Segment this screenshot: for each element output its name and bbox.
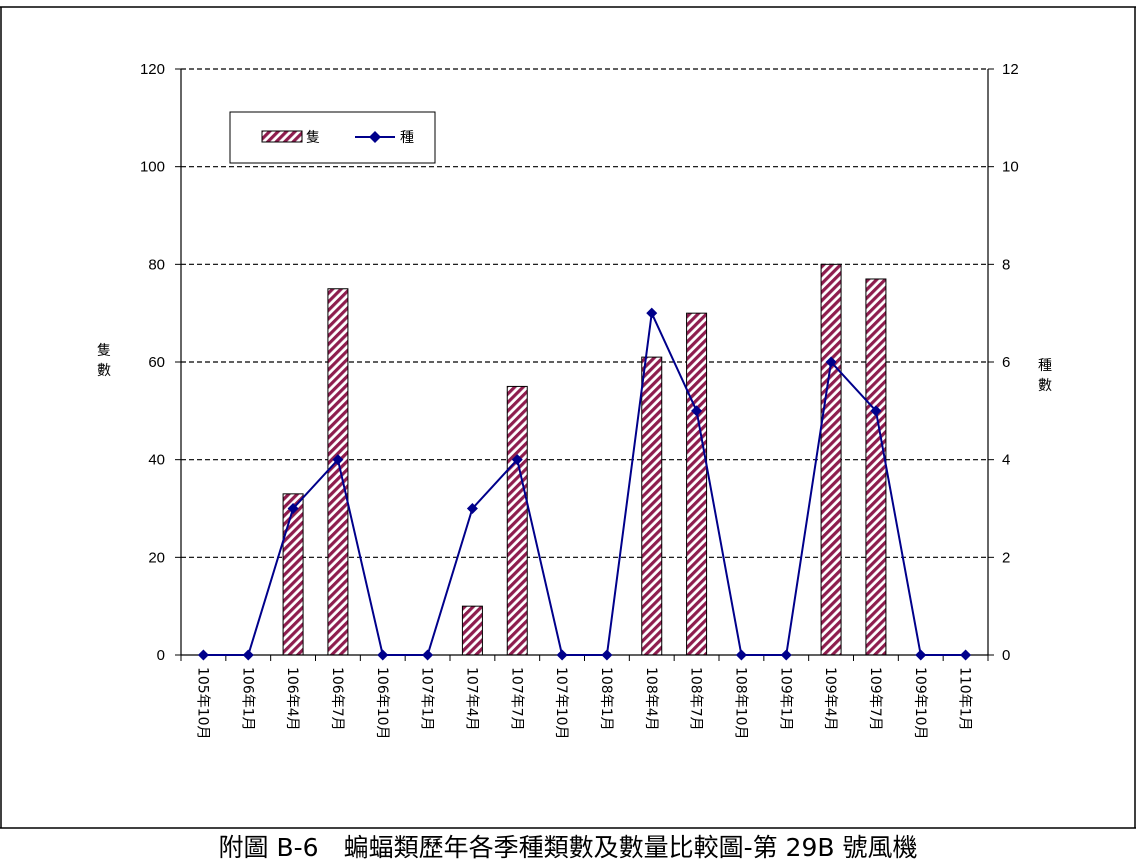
category-label: 109年7月 xyxy=(867,667,883,731)
species-point xyxy=(511,454,523,466)
species-point xyxy=(601,649,613,661)
left-tick-label: 0 xyxy=(157,647,165,664)
bar xyxy=(865,278,887,656)
right-axis-title-char-2: 數 xyxy=(1038,378,1052,394)
category-label: 105年10月 xyxy=(194,667,210,740)
species-point xyxy=(915,649,927,661)
species-point xyxy=(691,405,703,417)
species-point xyxy=(242,649,254,661)
legend-bar-swatch xyxy=(261,130,303,143)
tick-labels: 0 20 40 60 80 100 120 0 2 4 6 8 10 12 xyxy=(140,61,1019,664)
species-point xyxy=(780,649,792,661)
category-label: 108年10月 xyxy=(732,667,748,740)
category-label: 107年10月 xyxy=(553,667,569,740)
bar xyxy=(461,605,483,656)
gridlines xyxy=(181,68,988,558)
species-point xyxy=(466,503,478,514)
legend-line-marker xyxy=(369,131,381,143)
category-label: 106年4月 xyxy=(284,667,300,731)
category-label: 109年1月 xyxy=(777,667,793,731)
category-label: 106年7月 xyxy=(329,667,345,731)
left-tick-label: 120 xyxy=(140,61,165,78)
right-tick-label: 6 xyxy=(1002,354,1010,371)
category-label: 109年4月 xyxy=(822,667,838,731)
legend-line-label: 種 xyxy=(400,130,414,146)
species-point xyxy=(646,307,658,319)
species-point xyxy=(870,405,882,417)
bar xyxy=(506,385,528,656)
bar xyxy=(820,263,842,656)
left-tick-label: 80 xyxy=(148,256,165,273)
bar xyxy=(641,356,663,656)
category-label: 107年1月 xyxy=(419,667,435,731)
figure-caption: 附圖 B-6 蝙蝠類歷年各季種類數及數量比較圖-第 29B 號風機 xyxy=(218,833,918,862)
right-tick-label: 2 xyxy=(1002,549,1010,566)
species-point xyxy=(422,649,434,661)
species-point xyxy=(197,649,209,661)
left-axis-title: 隻 數 xyxy=(97,343,111,379)
species-point xyxy=(825,356,837,368)
legend: 隻 種 xyxy=(229,111,436,164)
species-series-line xyxy=(203,309,966,656)
category-label: 108年7月 xyxy=(688,667,704,731)
bar xyxy=(327,288,349,656)
species-point xyxy=(735,649,747,661)
category-label: 110年1月 xyxy=(957,667,973,731)
right-tick-label: 8 xyxy=(1002,256,1010,273)
left-axis-title-char-2: 數 xyxy=(97,363,111,379)
left-tick-label: 40 xyxy=(148,452,165,469)
right-axis-title-char-1: 種 xyxy=(1038,358,1052,374)
left-tick-label: 20 xyxy=(148,549,165,566)
bar xyxy=(686,312,708,656)
left-tick-label: 60 xyxy=(148,354,165,371)
right-tick-label: 10 xyxy=(1002,159,1019,176)
right-axis-title: 種 數 xyxy=(1038,358,1052,394)
category-label: 107年4月 xyxy=(463,667,479,731)
left-axis-title-char-1: 隻 xyxy=(97,343,111,359)
bar xyxy=(282,493,304,656)
category-label: 109年10月 xyxy=(912,667,928,740)
right-tick-label: 0 xyxy=(1002,647,1010,664)
species-point xyxy=(332,454,344,466)
category-label: 107年7月 xyxy=(508,667,524,731)
legend-bar-label: 隻 xyxy=(306,130,320,146)
right-tick-label: 12 xyxy=(1002,61,1019,78)
species-point xyxy=(556,649,568,661)
species-point xyxy=(377,649,389,661)
species-line xyxy=(197,307,972,661)
species-point xyxy=(287,503,299,514)
category-label: 106年1月 xyxy=(239,667,255,731)
category-label: 106年10月 xyxy=(374,667,390,740)
species-point xyxy=(960,649,972,661)
category-label: 108年1月 xyxy=(598,667,614,731)
category-label: 108年4月 xyxy=(643,667,659,731)
category-labels: 105年10月 106年1月 106年4月 106年7月 106年10月 107年1月 10… xyxy=(194,667,972,740)
right-tick-label: 4 xyxy=(1002,452,1010,469)
left-tick-label: 100 xyxy=(140,159,165,176)
